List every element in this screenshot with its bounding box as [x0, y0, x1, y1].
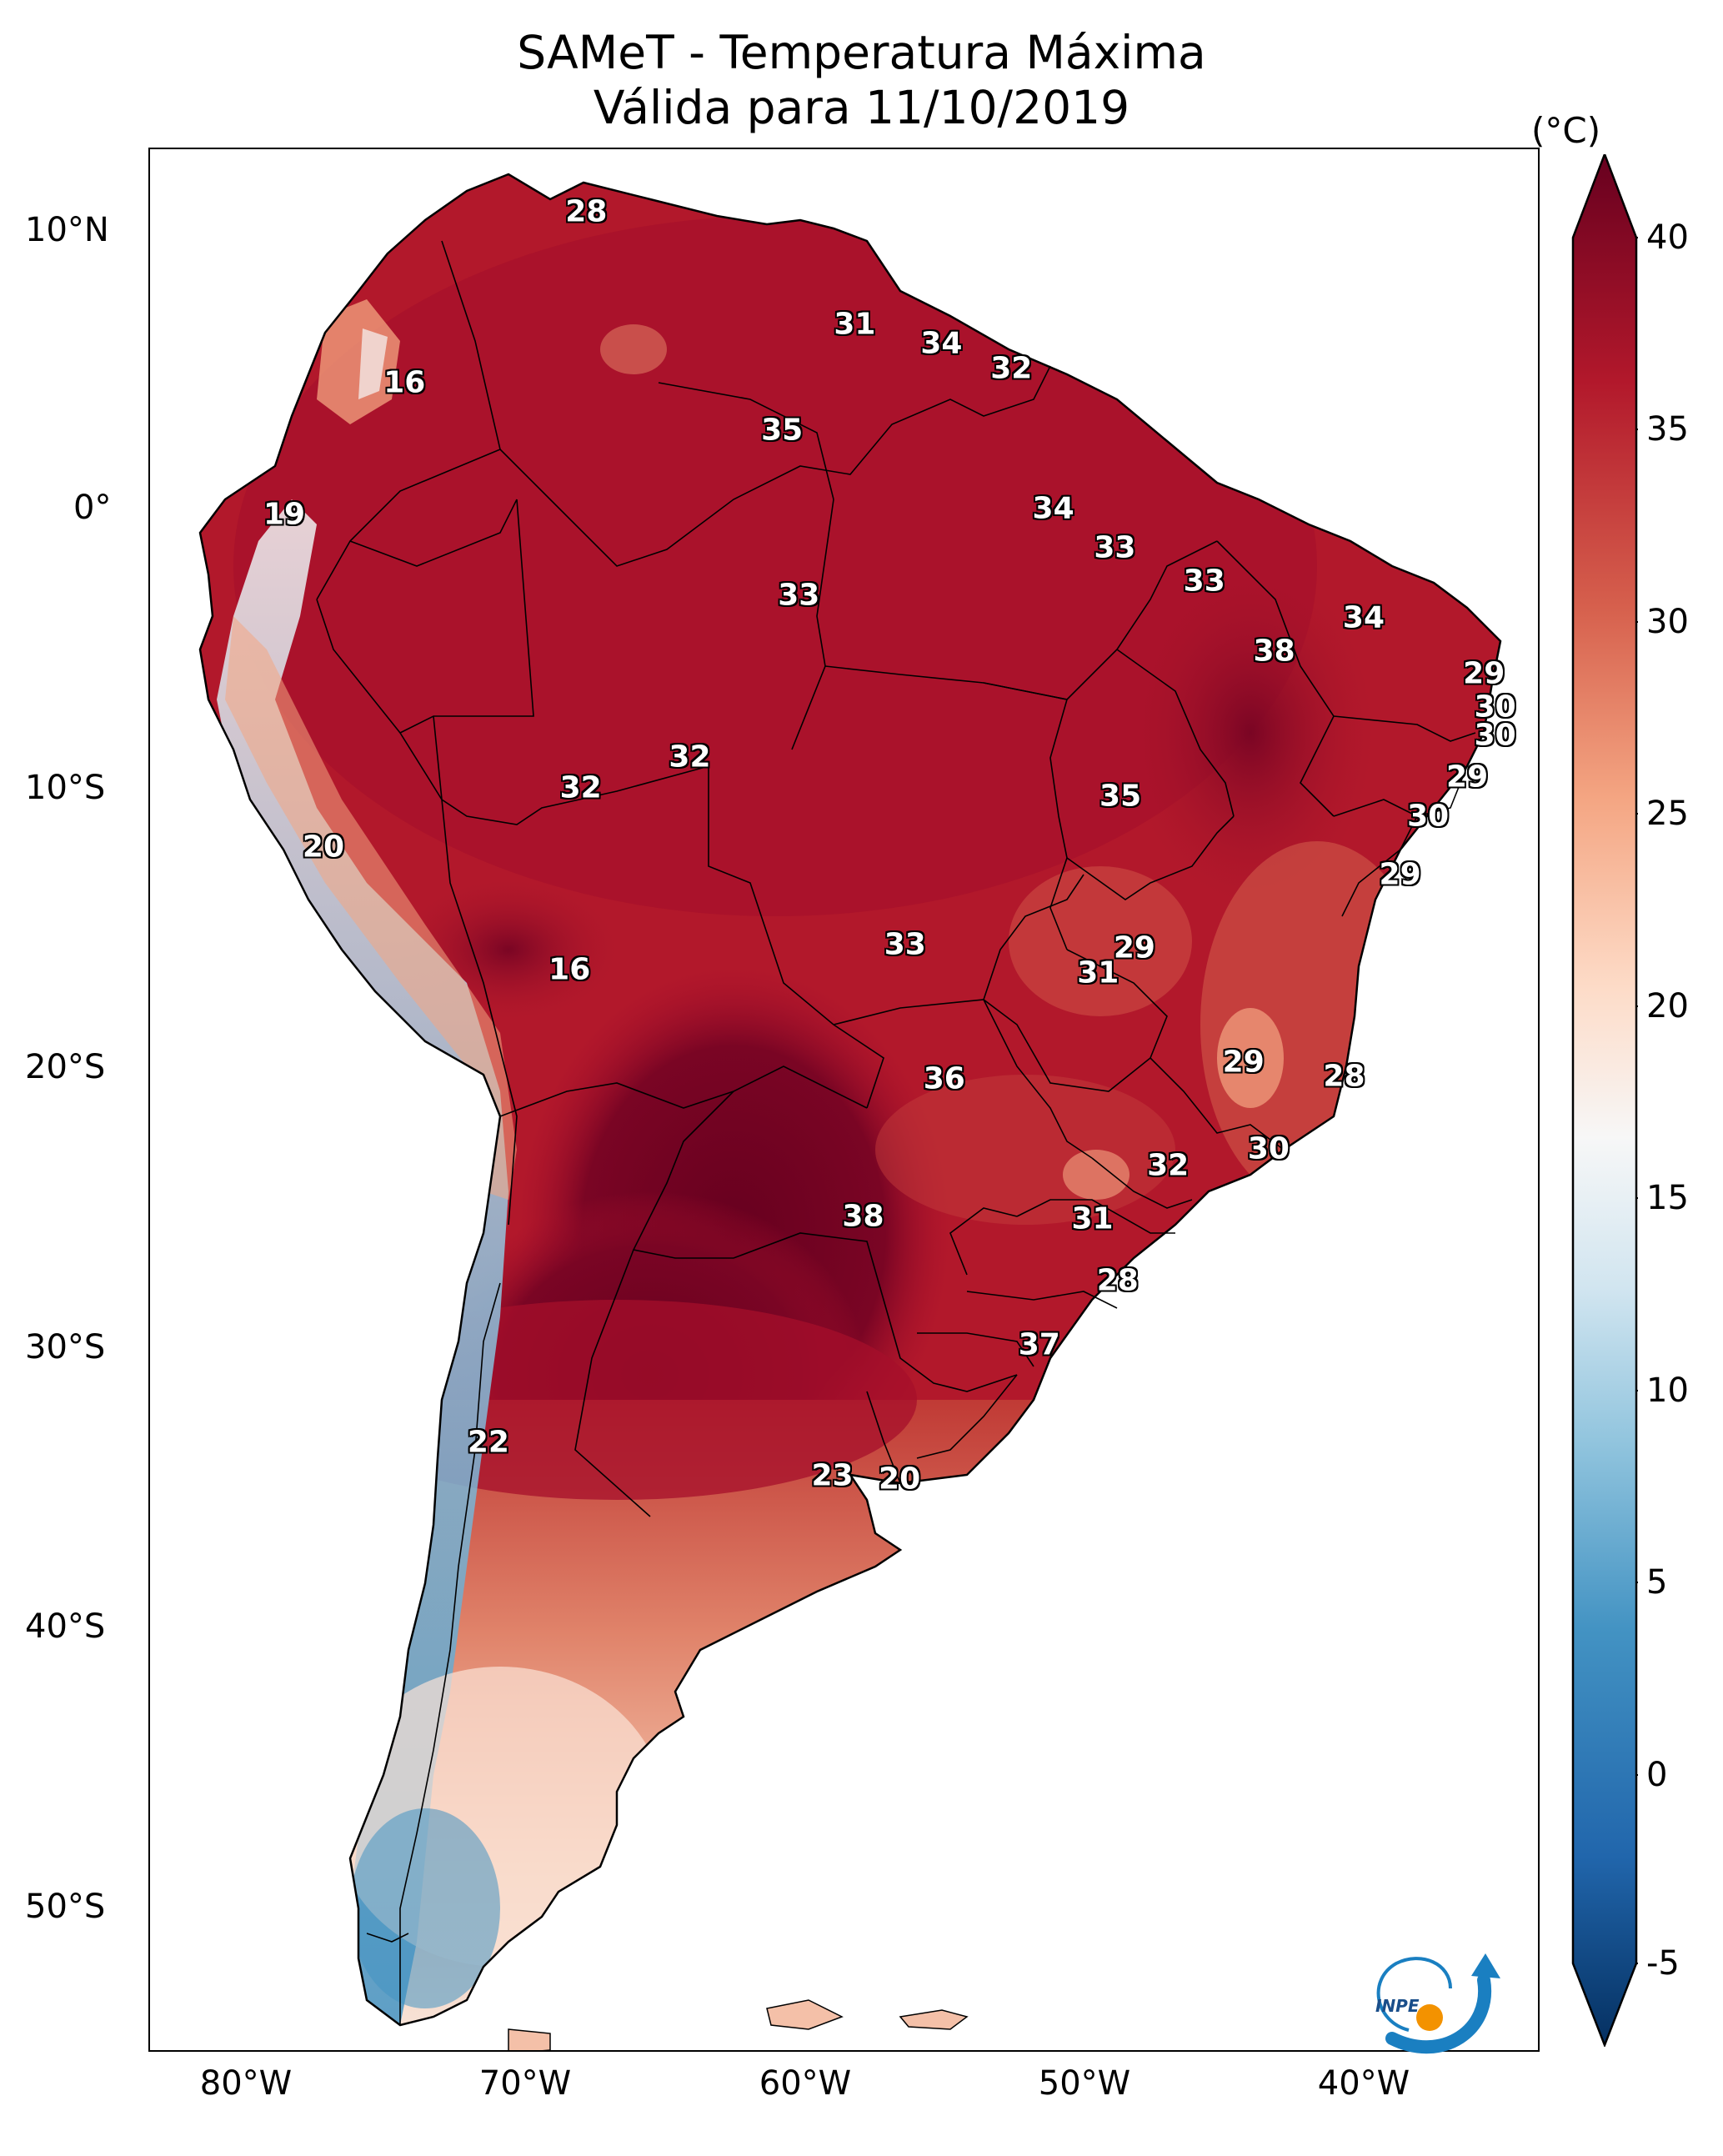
contour-label: 32 — [559, 770, 602, 805]
lon-tick-60w: 60°W — [759, 2064, 852, 2103]
contour-label: 29 — [1379, 857, 1421, 892]
contour-label: 29 — [1222, 1045, 1265, 1080]
lat-tick-20s: 20°S — [25, 1048, 106, 1086]
colorbar-tick-5: 5 — [1646, 1563, 1668, 1602]
contour-label: 37 — [1018, 1327, 1060, 1362]
contour-label: 19 — [263, 497, 306, 532]
contour-label: 33 — [884, 927, 926, 962]
lat-tick-50s: 50°S — [25, 1888, 106, 1926]
logo-text: INPE — [1375, 1996, 1420, 2016]
lon-tick-80w: 80°W — [199, 2064, 293, 2103]
colorbar-tick-15: 15 — [1646, 1179, 1689, 1217]
contour-label: 33 — [778, 578, 820, 613]
contour-label: 23 — [811, 1458, 854, 1493]
contour-label: 34 — [1032, 491, 1074, 526]
colorbar-fill — [1571, 154, 1638, 2047]
contour-label: 29 — [1463, 656, 1505, 691]
contour-label: 29 — [1113, 930, 1155, 965]
contour-label: 30 — [1474, 718, 1516, 753]
contour-label: 35 — [761, 413, 804, 448]
colorbar-tick-25: 25 — [1646, 795, 1689, 833]
colorbar-tick-10: 10 — [1646, 1371, 1689, 1410]
temperature-map — [198, 173, 1502, 2050]
contour-label: 34 — [1342, 600, 1385, 635]
lon-tick-40w: 40°W — [1317, 2064, 1410, 2103]
lat-tick-0: 0° — [73, 489, 112, 527]
islands — [508, 1999, 969, 2050]
title-line-1: SAMeT - Temperatura Máxima — [517, 26, 1206, 79]
title-line-2: Válida para 11/10/2019 — [593, 81, 1130, 134]
contour-label: 33 — [1094, 530, 1136, 565]
lat-tick-40s: 40°S — [25, 1607, 106, 1646]
contour-label: 33 — [1183, 564, 1225, 599]
contour-label: 29 — [1446, 760, 1489, 795]
lon-tick-70w: 70°W — [478, 2064, 572, 2103]
contour-label: 32 — [669, 740, 711, 775]
colorbar-tick-0: 0 — [1646, 1756, 1668, 1794]
contour-label: 20 — [879, 1462, 921, 1497]
colorbar-tick-30: 30 — [1646, 603, 1689, 641]
contour-label: 38 — [1253, 634, 1295, 669]
contour-label: 28 — [1323, 1059, 1365, 1094]
colorbar-tick-40: 40 — [1646, 218, 1689, 257]
lat-tick-10s: 10°S — [25, 769, 106, 807]
contour-label: 32 — [990, 351, 1033, 386]
contour-label: 30 — [1474, 689, 1516, 725]
contour-label: 16 — [383, 365, 426, 400]
colorbar-tick-minus5: -5 — [1646, 1944, 1680, 1983]
contour-label: 34 — [920, 326, 963, 361]
political-borders — [316, 240, 1476, 2025]
contour-label: 28 — [565, 194, 608, 229]
contour-label: 30 — [1247, 1131, 1290, 1166]
inpe-logo: INPE — [1375, 1953, 1500, 2054]
colorbar-unit: (°C) — [1531, 110, 1601, 151]
contour-label: 31 — [1077, 955, 1119, 990]
contour-label: 36 — [923, 1061, 965, 1096]
contour-label: 38 — [842, 1199, 884, 1233]
colorbar-tick-35: 35 — [1646, 410, 1689, 449]
lon-tick-50w: 50°W — [1038, 2064, 1131, 2103]
contour-label: 16 — [548, 952, 591, 987]
contour-label: 20 — [302, 830, 345, 865]
lat-tick-10n: 10°N — [25, 211, 109, 249]
lat-tick-30s: 30°S — [25, 1328, 106, 1366]
contour-label: 31 — [834, 307, 876, 342]
contour-label: 22 — [467, 1425, 509, 1460]
contour-label: 32 — [1147, 1148, 1190, 1183]
colorbar — [1571, 154, 1638, 2047]
contour-label: 31 — [1071, 1201, 1114, 1236]
map-panel: 28 16 31 34 32 35 19 34 33 33 33 34 38 29 30 30 32 32 35 29… — [148, 148, 1540, 2052]
contour-label: 35 — [1099, 779, 1142, 814]
temperature-field — [200, 174, 1500, 2025]
colorbar-tick-20: 20 — [1646, 987, 1689, 1025]
contour-label: 30 — [1407, 799, 1450, 834]
map-title: SAMeT - Temperatura Máxima Válida para 1… — [0, 25, 1723, 135]
contour-label: 28 — [1096, 1263, 1139, 1298]
